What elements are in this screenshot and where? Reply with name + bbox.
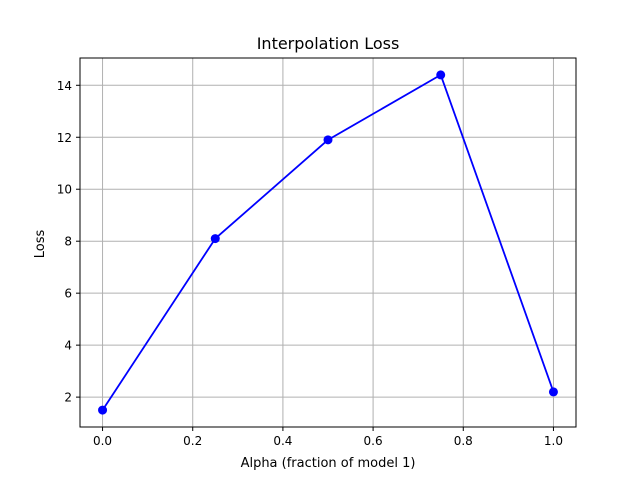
y-tick-label: 10 (57, 183, 72, 197)
data-point (323, 135, 333, 145)
data-point (436, 70, 446, 80)
grid-lines (80, 58, 576, 427)
x-tick-label: 0.4 (273, 434, 292, 448)
axis-ticks: 0.0 0.2 0.4 0.6 0.8 1.0 2 4 6 8 10 12 14 (57, 79, 563, 448)
y-tick-label: 12 (57, 131, 72, 145)
y-tick-label: 6 (64, 287, 72, 301)
y-tick-label: 14 (57, 79, 72, 93)
x-tick-label: 0.8 (454, 434, 473, 448)
y-tick-label: 8 (64, 235, 72, 249)
data-point (548, 387, 558, 397)
data-point (210, 234, 220, 244)
x-tick-label: 0.0 (93, 434, 112, 448)
x-tick-label: 0.2 (183, 434, 202, 448)
y-axis-label: Loss (33, 230, 48, 259)
series-layer (98, 70, 558, 415)
x-tick-label: 1.0 (544, 434, 563, 448)
plot-frame (79, 57, 577, 428)
data-point (98, 405, 108, 415)
x-axis-label: Alpha (fraction of model 1) (241, 456, 416, 471)
chart-title: Interpolation Loss (257, 34, 400, 53)
x-tick-label: 0.6 (364, 434, 383, 448)
y-tick-label: 4 (64, 339, 72, 353)
y-tick-label: 2 (64, 391, 72, 405)
